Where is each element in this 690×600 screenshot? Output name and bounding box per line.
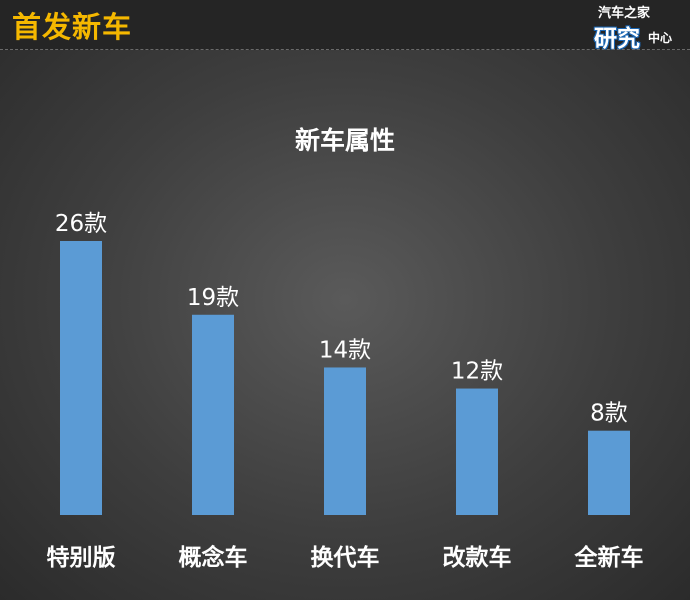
data-label-4: 12款: [451, 359, 503, 385]
bar-2: [192, 314, 234, 515]
category-label-3: 换代车: [311, 544, 380, 571]
brand-logo: 汽车之家 研究 中心: [592, 2, 688, 52]
bar-1: [60, 241, 102, 515]
bar-5: [588, 430, 630, 515]
category-label-1: 特别版: [47, 544, 116, 571]
data-label-1: 26款: [55, 211, 107, 237]
category-label-2: 概念车: [179, 544, 248, 571]
page-title: 首发新车: [12, 10, 133, 44]
header-bar: 首发新车 汽车之家 研究 中心: [0, 0, 690, 52]
category-label-5: 全新车: [574, 544, 644, 571]
data-label-3: 14款: [319, 337, 371, 363]
header-divider: [0, 49, 690, 50]
logo-main-text: 研究: [594, 26, 640, 52]
category-label-4: 改款车: [443, 544, 512, 571]
chart-title: 新车属性: [294, 126, 395, 155]
data-label-5: 8款: [590, 401, 628, 427]
bar-4: [456, 388, 498, 515]
logo-top-text: 汽车之家: [598, 6, 651, 21]
data-label-2: 19款: [187, 285, 239, 311]
logo-sub-text: 中心: [648, 31, 673, 45]
bar-3: [324, 367, 366, 515]
